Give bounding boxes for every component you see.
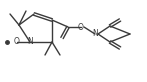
Text: N: N <box>92 30 98 39</box>
Text: O: O <box>14 37 20 46</box>
Text: N: N <box>27 37 33 46</box>
Text: O: O <box>78 22 84 31</box>
